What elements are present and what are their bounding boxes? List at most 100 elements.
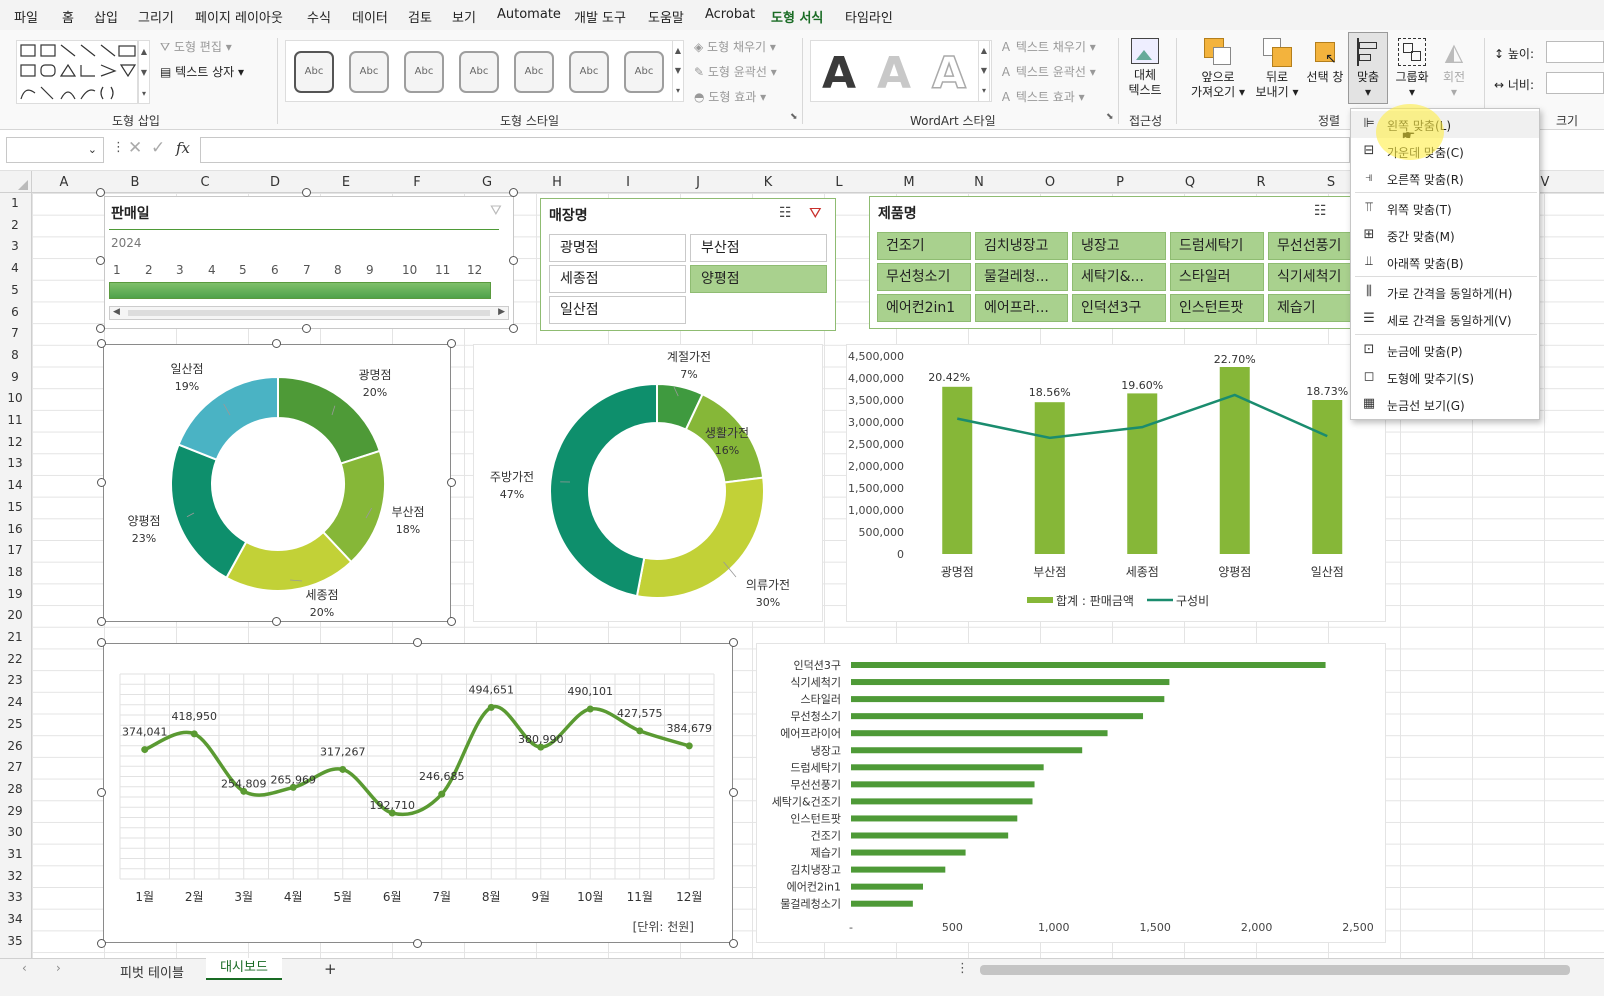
product-slicer-item[interactable]: 인스턴트팟 <box>1170 294 1264 322</box>
row-header-32[interactable]: 32 <box>7 868 23 883</box>
product-bar[interactable] <box>851 662 1326 668</box>
column-header-M[interactable]: M <box>903 175 915 190</box>
align-menu-item[interactable]: ▦ 눈금선 보기(G) <box>1351 391 1539 418</box>
data-point[interactable] <box>388 809 396 817</box>
data-point[interactable] <box>289 783 297 791</box>
resize-handle[interactable] <box>412 637 422 647</box>
menu-tab-12[interactable]: 도움말 <box>648 11 684 26</box>
shape-style-4[interactable]: Abc <box>459 51 499 93</box>
align-menu-item[interactable]: ☰ 세로 간격을 동일하게(V) <box>1351 306 1539 333</box>
column-header-J[interactable]: J <box>696 175 700 190</box>
align-menu-item[interactable]: ⊞ 중간 맞춤(M) <box>1351 222 1539 249</box>
resize-handle[interactable] <box>728 788 738 797</box>
row-header-2[interactable]: 2 <box>11 217 19 232</box>
row-header-28[interactable]: 28 <box>7 781 23 796</box>
row-header-21[interactable]: 21 <box>7 630 23 644</box>
shape-gallery[interactable] <box>16 40 138 104</box>
sheet-prev-icon[interactable]: ‹ <box>22 961 27 975</box>
text-outline-button[interactable]: Ａ 텍스트 윤곽선 ▾ <box>1000 65 1096 79</box>
data-point[interactable] <box>190 730 198 738</box>
timeline-month[interactable]: 5 <box>239 263 247 277</box>
menu-tab-7[interactable]: 데이터 <box>352 11 388 26</box>
product-bar[interactable] <box>851 713 1144 720</box>
column-header-P[interactable]: P <box>1116 175 1124 190</box>
resize-handle[interactable] <box>728 637 738 647</box>
data-point[interactable] <box>586 705 594 713</box>
align-menu-item[interactable]: ⫣ 오른쪽 맞춤(R) <box>1351 165 1539 192</box>
resize-handle[interactable] <box>96 788 106 797</box>
shape-fill-button[interactable]: ◈ 도형 채우기 ▾ <box>694 40 776 54</box>
resize-handle[interactable] <box>728 938 738 948</box>
width-input[interactable] <box>1546 72 1604 94</box>
select-all-corner[interactable] <box>0 171 32 193</box>
product-bar[interactable] <box>851 696 1165 703</box>
timeline-month[interactable]: 2 <box>145 263 153 277</box>
name-box[interactable]: ⌄ <box>6 137 104 163</box>
resize-handle[interactable] <box>302 187 311 197</box>
column-header-V[interactable]: V <box>1540 175 1550 190</box>
product-slicer-item[interactable]: 물걸레청... <box>975 263 1068 291</box>
formula-input[interactable] <box>200 137 1350 163</box>
row-header-13[interactable]: 13 <box>7 456 23 471</box>
column-header-N[interactable]: N <box>974 175 984 190</box>
resize-handle[interactable] <box>95 255 105 265</box>
timeline-month[interactable]: 6 <box>271 263 279 277</box>
product-bar[interactable] <box>851 781 1035 788</box>
column-header-S[interactable]: S <box>1326 175 1336 190</box>
donut-slice[interactable] <box>549 382 658 598</box>
row-header-1[interactable]: 1 <box>11 196 19 210</box>
product-slicer-item[interactable]: 에어프라... <box>975 294 1068 322</box>
store-slicer-item[interactable]: 광명점 <box>549 234 686 262</box>
menu-tab-15[interactable]: 타임라인 <box>845 11 893 26</box>
product-slicer-item[interactable]: 드럼세탁기 <box>1170 232 1264 260</box>
align-menu-item[interactable]: ⊟ 가운데 맞춤(C) <box>1351 138 1539 165</box>
edit-shape-button[interactable]: ⛛ 도형 편집 ▾ <box>160 40 232 54</box>
align-button[interactable]: 맞춤 ▾ <box>1348 32 1388 104</box>
column-header-E[interactable]: E <box>341 175 351 190</box>
donut-slice[interactable] <box>635 476 765 599</box>
monthly-line-chart[interactable]: 374,041 1월 418,950 2월 254,809 3월 265,969 4월 317,… <box>103 643 733 943</box>
product-slicer-item[interactable]: 에어컨2in1 <box>877 294 971 322</box>
resize-handle[interactable] <box>412 938 422 948</box>
product-bar[interactable] <box>851 798 1033 805</box>
store-slicer-item[interactable]: 부산점 <box>690 234 827 262</box>
product-slicer-item[interactable]: 냉장고 <box>1072 232 1166 260</box>
product-slicer-item[interactable]: 스타일러 <box>1170 263 1264 291</box>
product-bar[interactable] <box>851 883 923 890</box>
timeline-month[interactable]: 8 <box>334 263 342 277</box>
scroll-right-icon[interactable]: ▶ <box>498 307 505 317</box>
name-box-dropdown-icon[interactable]: ⌄ <box>87 143 97 156</box>
resize-handle[interactable] <box>96 477 106 487</box>
row-header-6[interactable]: 6 <box>11 304 19 319</box>
product-bar[interactable] <box>851 866 946 873</box>
row-header-12[interactable]: 12 <box>7 434 23 449</box>
product-bar[interactable] <box>851 747 1083 754</box>
category-donut-chart[interactable]: 계절가전 7% 생활가전 16% 의류가전 30% 주방가전 47% <box>473 344 823 622</box>
menu-tab-13[interactable]: Acrobat <box>705 7 756 22</box>
shape-style-1[interactable]: Abc <box>294 51 334 93</box>
product-bar[interactable] <box>851 764 1044 771</box>
data-point[interactable] <box>636 727 644 735</box>
text-fill-button[interactable]: Ａ 텍스트 채우기 ▾ <box>1000 40 1096 54</box>
bring-forward-button[interactable]: 앞으로 가져오기 ▾ <box>1188 38 1248 100</box>
wordart-style-1[interactable]: A <box>822 48 857 99</box>
product-slicer[interactable]: 제품명 ☷ 건조기 김치냉장고 냉장고 드럼세탁기 무선선풍기 무선청소기 물걸레청... 세… <box>869 196 1359 329</box>
store-donut-chart[interactable]: 광명점 20% 부산점 18% 세종점 20% 양평점 23% 일산점 19% <box>103 344 451 622</box>
horizontal-scrollbar[interactable] <box>980 965 1570 975</box>
column-header-B[interactable]: B <box>130 175 140 190</box>
store-combo-chart[interactable]: 4,500,000 4,000,000 3,500,000 3,000,000 2,50… <box>846 344 1386 622</box>
row-header-27[interactable]: 27 <box>7 760 23 775</box>
timeline-range-bar[interactable] <box>109 282 491 299</box>
row-header-4[interactable]: 4 <box>11 261 19 276</box>
bar[interactable] <box>1034 402 1065 554</box>
product-slicer-item[interactable]: 제습기 <box>1268 294 1358 322</box>
group-button[interactable]: 그룹화 ▾ <box>1392 38 1432 100</box>
donut-slice[interactable] <box>177 375 279 462</box>
timeline-month[interactable]: 3 <box>176 263 184 277</box>
timeline-month[interactable]: 10 <box>402 263 418 277</box>
scroll-left-icon[interactable]: ◀ <box>113 307 120 317</box>
menu-tab-9[interactable]: 보기 <box>452 11 476 26</box>
row-header-18[interactable]: 18 <box>7 564 23 579</box>
product-slicer-item[interactable]: 김치냉장고 <box>975 232 1068 260</box>
resize-handle[interactable] <box>446 616 456 626</box>
